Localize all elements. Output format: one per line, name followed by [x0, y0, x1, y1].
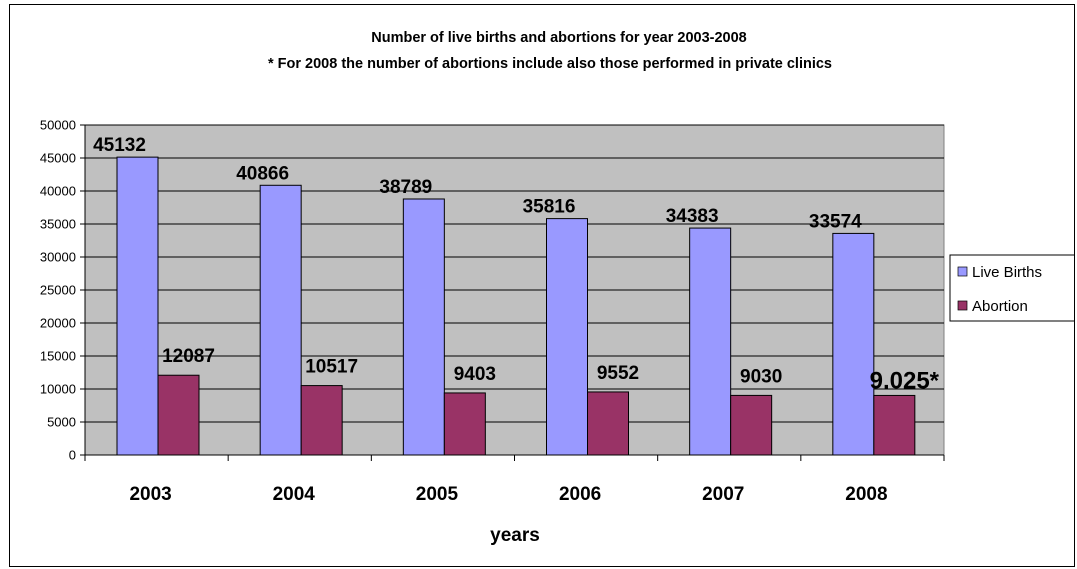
x-tick-label: 2004 — [273, 484, 316, 505]
bar-live-births — [116, 156, 159, 456]
data-label-live-births: 40866 — [236, 163, 289, 184]
x-tick-label: 2008 — [845, 484, 887, 505]
data-label-abortion: 10517 — [305, 357, 358, 378]
y-tick-label: 35000 — [40, 217, 76, 232]
y-tick-label: 50000 — [40, 118, 76, 133]
bar-abortion — [157, 374, 200, 456]
y-tick-label: 5000 — [47, 415, 76, 430]
data-label-live-births: 45132 — [93, 135, 146, 156]
data-labels: 45132 12087 40866 10517 38789 9403 35816 9552 34… — [93, 135, 940, 394]
legend-swatch-live-births — [957, 266, 968, 277]
data-label-abortion: 9403 — [454, 364, 496, 385]
legend: Live Births Abortion — [949, 254, 1074, 322]
bar-live-births — [402, 198, 445, 456]
x-tick-label: 2006 — [559, 484, 601, 505]
x-axis-title: years — [490, 525, 540, 546]
y-tick-label: 25000 — [40, 283, 76, 298]
y-tick-label: 15000 — [40, 349, 76, 364]
bar-abortion — [587, 391, 629, 456]
axes: 0 5000 10000 15000 20000 25000 30000 35000 40000… — [40, 118, 945, 505]
y-tick-label: 0 — [69, 448, 76, 463]
bar-abortion — [300, 385, 343, 456]
bar-live-births — [546, 218, 588, 456]
legend-label-live-births: Live Births — [972, 264, 1042, 281]
x-tick-label: 2005 — [416, 484, 459, 505]
gridlines — [85, 124, 944, 423]
legend-label-abortion: Abortion — [972, 298, 1028, 315]
data-label-live-births: 33574 — [809, 211, 862, 232]
bar-abortion — [443, 392, 486, 456]
bar-live-births — [259, 184, 302, 456]
data-label-abortion: 12087 — [162, 346, 215, 367]
x-tick-label: 2007 — [702, 484, 744, 505]
y-tick-label: 40000 — [40, 184, 76, 199]
legend-box — [949, 254, 1074, 322]
data-label-live-births: 35816 — [523, 197, 576, 218]
chart-subtitle: * For 2008 the number of abortions inclu… — [268, 56, 832, 72]
data-label-live-births: 38789 — [379, 177, 432, 198]
data-label-abortion: 9552 — [597, 363, 639, 384]
chart-svg: Number of live births and abortions for … — [40, 30, 1074, 546]
data-label-live-births: 34383 — [666, 206, 719, 227]
bars — [116, 156, 916, 456]
legend-swatch-abortion — [957, 300, 968, 311]
chart-title: Number of live births and abortions for … — [371, 30, 747, 46]
data-label-abortion: 9.025* — [870, 367, 940, 394]
y-tick-label: 45000 — [40, 151, 76, 166]
bar-abortion — [873, 394, 916, 456]
y-tick-label: 30000 — [40, 250, 76, 265]
y-tick-label: 10000 — [40, 382, 76, 397]
x-tick-label: 2003 — [129, 484, 171, 505]
chart-frame: Number of live births and abortions for … — [9, 4, 1075, 567]
bar-live-births — [689, 227, 732, 456]
data-label-abortion: 9030 — [740, 366, 782, 387]
bar-abortion — [730, 394, 773, 456]
bar-live-births — [832, 232, 875, 456]
y-tick-label: 20000 — [40, 316, 76, 331]
